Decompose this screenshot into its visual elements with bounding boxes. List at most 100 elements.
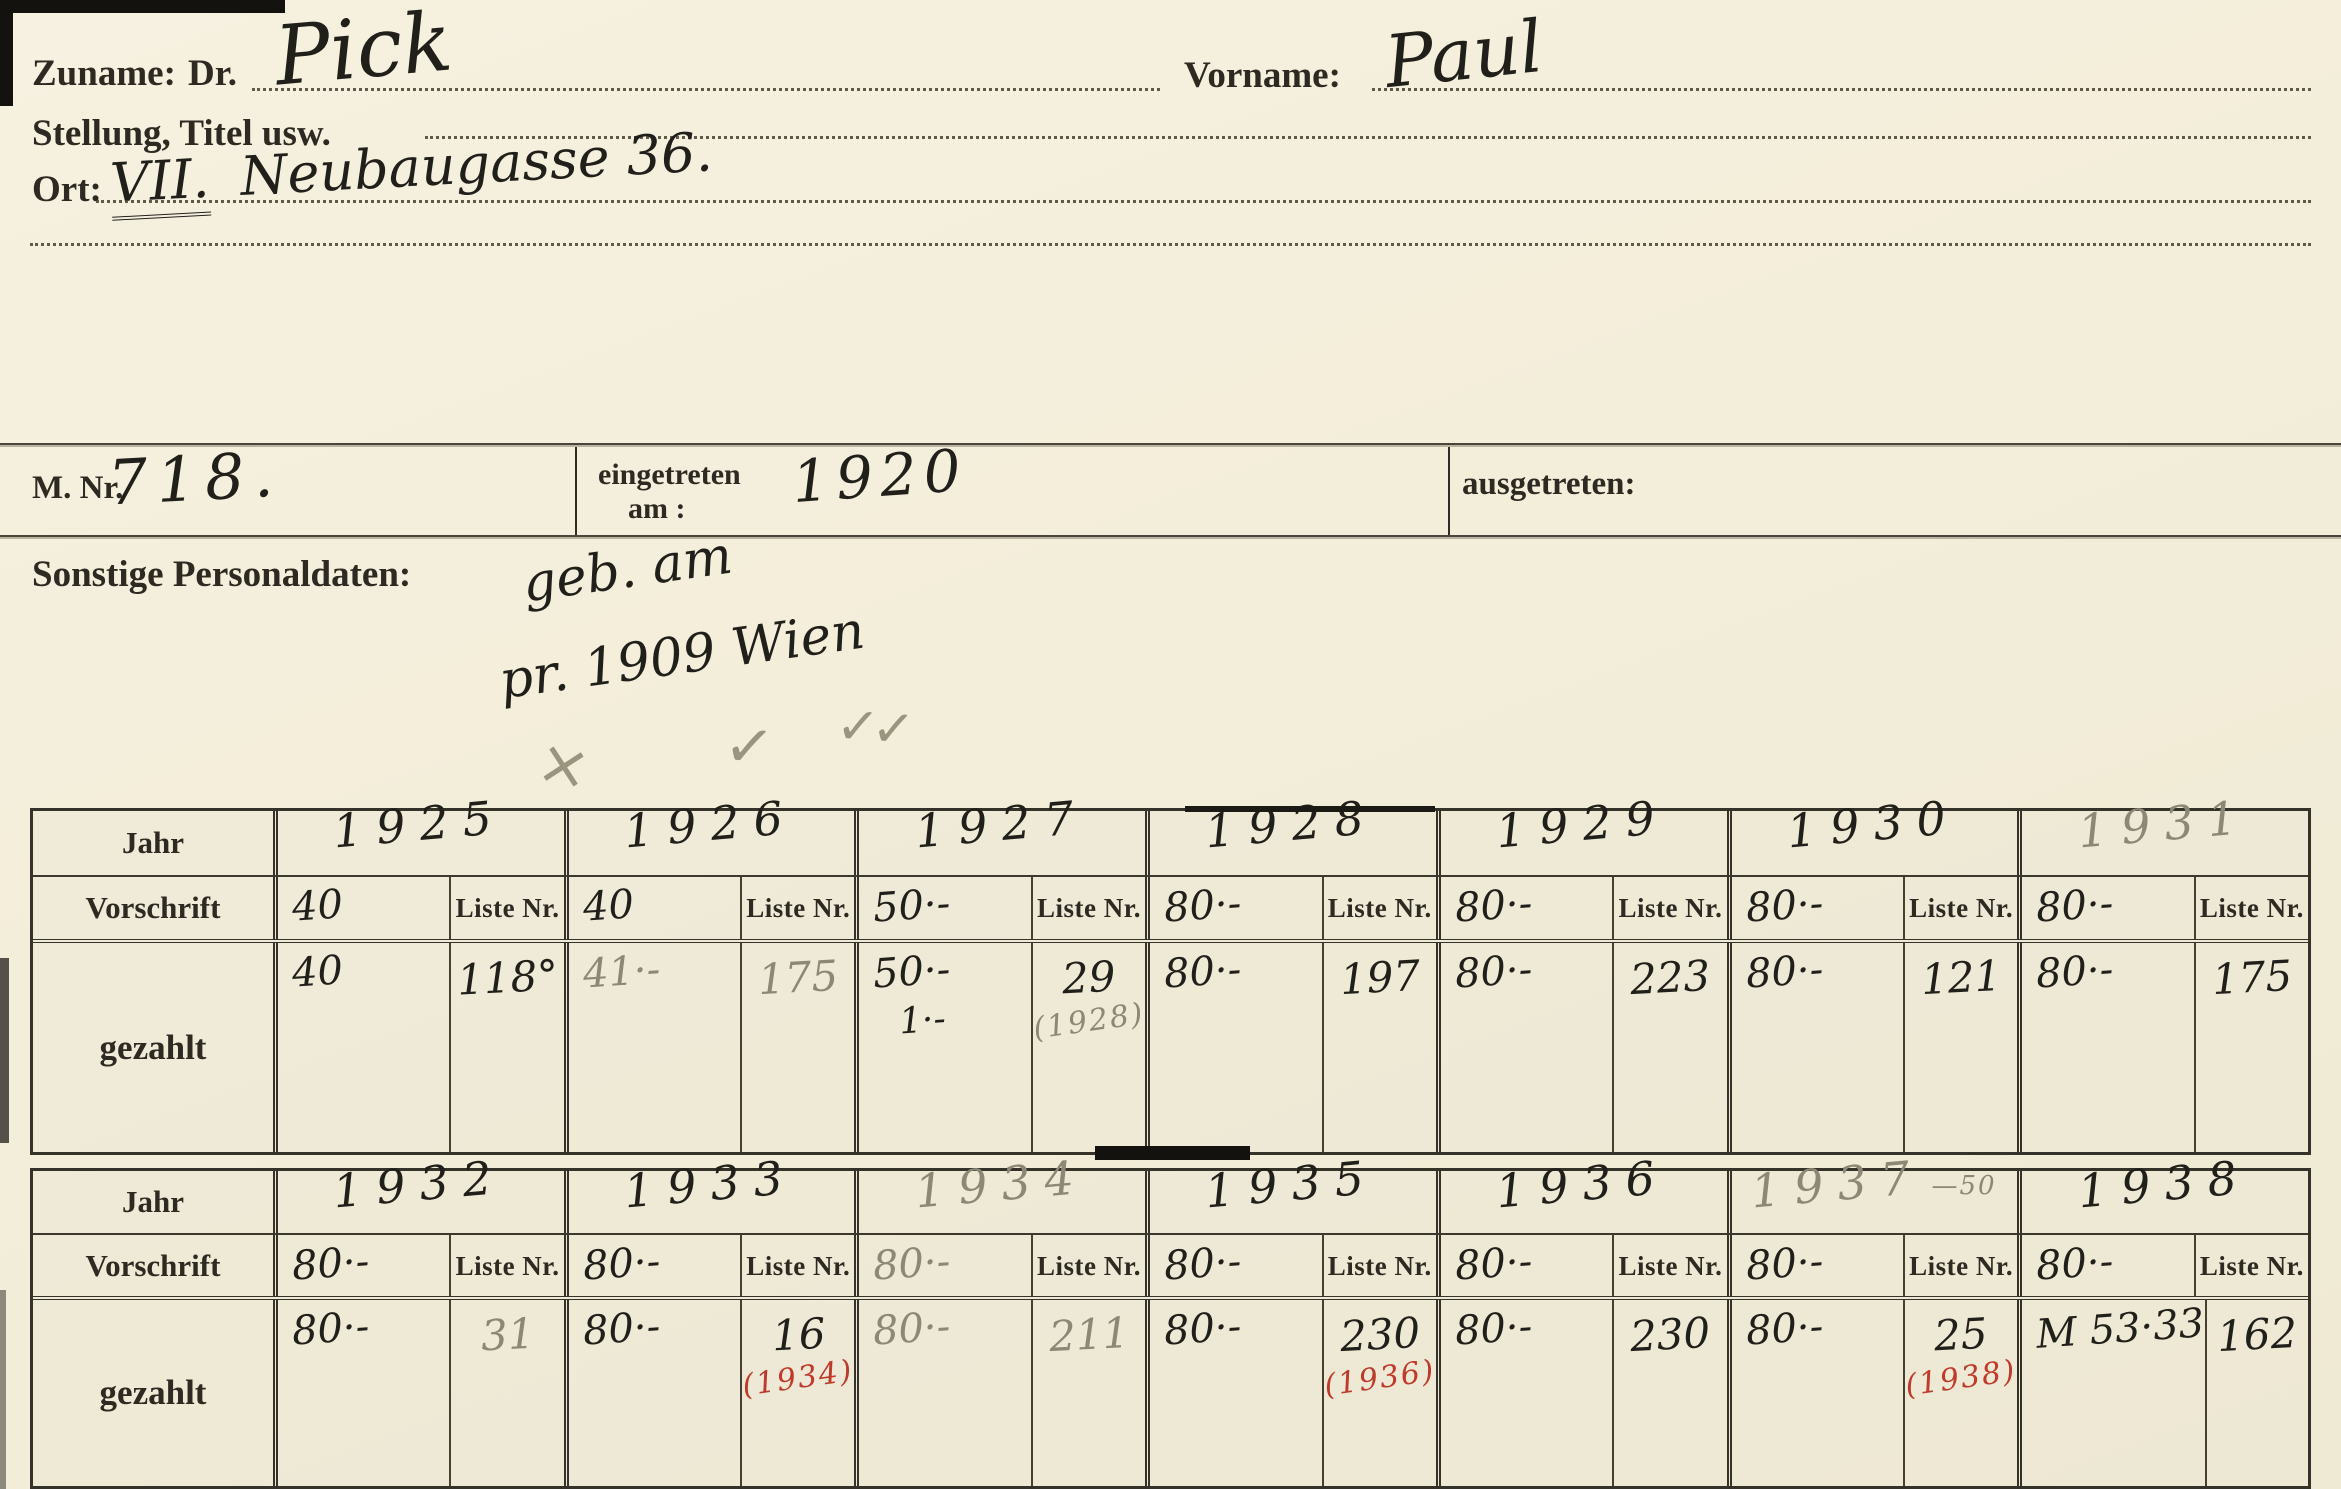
paid-amount-cell: 80·- [2022,943,2193,1152]
scan-edge-artifact-left2 [0,958,9,1143]
paid-amount-value-line2: 1·- [898,998,948,1043]
year-cell-1932: 1932 [273,1150,564,1233]
paid-amount-value: 50·- [871,946,953,998]
gezahlt-group-1925: 40 118° [273,943,564,1152]
liste-nr-header-label: Liste Nr. [2199,1251,2304,1281]
vorschrift-group-1931: 80·- Liste Nr. [2017,877,2308,939]
band-top-rule [0,443,2341,447]
band-bottom-rule [0,535,2341,539]
paid-amount-value: 80·- [1453,1303,1534,1355]
year-value: 1931 [2075,789,2253,859]
blank-dotted-line [30,243,2311,246]
liste-nr-header-cell: Liste Nr. [1903,877,2017,939]
stellung-label: Stellung, Titel usw. [32,113,331,154]
liste-value-cell: 162 [2204,1300,2309,1486]
vorschrift-amount-value: 80·- [1744,880,1825,932]
gezahlt-group-1931: 80·- 175 [2017,943,2308,1152]
vorschrift-amount-value: 80·- [581,1238,662,1290]
liste-nr-header-cell: Liste Nr. [740,1235,854,1296]
gezahlt-group-1937: 80·- 25 (1938) [1726,1300,2019,1486]
gezahlt-group-1936: 80·- 230 [1435,1300,1727,1486]
liste-nr-header-cell: Liste Nr. [1612,877,1726,939]
vorschrift-amount-value: 40 [290,881,345,931]
gezahlt-group-1938: M 53·33 162 [2017,1300,2308,1486]
year-cell-1935: 1935 [1145,1150,1436,1233]
vorschrift-amount-cell: 80·- [1441,877,1612,939]
band-divider-1 [575,447,577,535]
vorschrift-group-1925: 40 Liste Nr. [273,877,564,939]
liste-nr-header-label: Liste Nr. [2199,893,2304,923]
payment-year-note: (1936) [1321,1353,1438,1404]
liste-nr-header-label: Liste Nr. [1037,1251,1141,1281]
paid-amount-value: 80·- [871,1303,953,1355]
liste-number-value: 223 [1629,950,1712,1005]
liste-nr-header-label: Liste Nr. [1618,893,1723,923]
liste-nr-header-label: Liste Nr. [1909,1251,2014,1281]
liste-nr-header-cell: Liste Nr. [2193,1235,2308,1296]
year-cell-1933: 1933 [563,1150,855,1233]
vorschrift-group-1928: 80·- Liste Nr. [1145,877,1436,939]
vorschrift-amount-cell: 80·- [2022,877,2193,939]
paid-amount-value: 80·- [2034,946,2115,998]
liste-value-cell: 31 [449,1300,563,1486]
liste-nr-header-cell: Liste Nr. [1612,1235,1726,1296]
gezahlt-group-1930: 80·- 121 [1726,943,2018,1152]
liste-nr-header-label: Liste Nr. [1327,893,1432,923]
vorschrift-amount-value: 40 [581,881,636,931]
year-cell-1928: 1928 [1145,790,1436,875]
paid-amount-cell: 80·- [1732,943,1903,1152]
year-value: 1936 [1493,1149,1672,1219]
year-cell-1926: 1926 [563,790,855,875]
paid-amount-value: 80·- [1162,1303,1243,1355]
mnr-label: M. Nr. [32,470,124,506]
paid-amount-cell: 80·- [569,1300,740,1486]
liste-number-value: 230 [1629,1307,1712,1362]
vorschrift-group-1927: 50·- Liste Nr. [854,877,1145,939]
year-value: 1937 [1749,1149,1927,1219]
liste-number-value: 211 [1047,1307,1131,1362]
vorschrift-amount-value: 80·- [871,1238,953,1290]
liste-nr-header-cell: Liste Nr. [1903,1235,2017,1296]
mnr-handwritten-value: 718. [106,437,284,520]
liste-value-cell: 25 (1938) [1903,1300,2019,1486]
vorschrift-group-1929: 80·- Liste Nr. [1435,877,1727,939]
year-value: 1927 [912,789,1090,859]
year-cell-1929: 1929 [1435,790,1727,875]
vorschrift-amount-value: 80·- [1453,1238,1534,1290]
vorschrift-row: Vorschrift 80·- Liste Nr. 80·- Liste Nr. 80·-… [33,1233,2308,1296]
band-divider-2 [1448,447,1450,535]
jahr-row: Jahr 1925 1926 1927 1928 1929 1930 1931 [33,790,2308,875]
vorschrift-group-1932: 80·- Liste Nr. [273,1235,564,1296]
personaldaten-handwritten-line2: pr. 1909 Wien [495,600,869,712]
gezahlt-row: gezahlt 40 118° 41·- 175 50·- 1·- 29 (1928) 80·- 1… [33,939,2308,1152]
payment-year-note: (1928) [1031,996,1147,1047]
personaldaten-label: Sonstige Personaldaten: [32,554,412,595]
vorschrift-group-1935: 80·- Liste Nr. [1145,1235,1436,1296]
pencil-double-check-mark: ✓✓ [833,695,910,761]
vorschrift-group-1936: 80·- Liste Nr. [1435,1235,1727,1296]
year-value: 1926 [621,789,799,859]
paid-amount-cell: 80·- [1732,1300,1903,1486]
liste-value-cell: 175 [740,943,854,1152]
scan-edge-artifact-top [0,0,285,13]
vorschrift-group-1934: 80·- Liste Nr. [854,1235,1145,1296]
vorschrift-amount-cell: 80·- [278,1235,449,1296]
vorschrift-amount-cell: 80·- [1150,877,1321,939]
year-value: 1934 [912,1149,1090,1219]
paid-amount-value: 80·- [290,1303,371,1355]
vorschrift-row-label: Vorschrift [85,890,221,925]
vorschrift-group-1937: 80·- Liste Nr. [1726,1235,2018,1296]
gezahlt-group-1932: 80·- 31 [273,1300,564,1486]
jahr-row-label: Jahr [122,825,184,860]
liste-number-value: 25 [1933,1308,1990,1361]
paid-amount-cell: 80·- [1441,943,1612,1152]
paid-amount-cell: 80·- [1150,943,1321,1152]
gezahlt-row-label: gezahlt [99,1373,207,1412]
year-value: 1929 [1493,789,1672,859]
vorschrift-group-1926: 40 Liste Nr. [563,877,855,939]
vorschrift-amount-value: 80·- [290,1238,371,1290]
vorschrift-group-1930: 80·- Liste Nr. [1726,877,2018,939]
liste-nr-header-label: Liste Nr. [1909,893,2014,923]
ink-blob-artifact [1095,1146,1250,1160]
